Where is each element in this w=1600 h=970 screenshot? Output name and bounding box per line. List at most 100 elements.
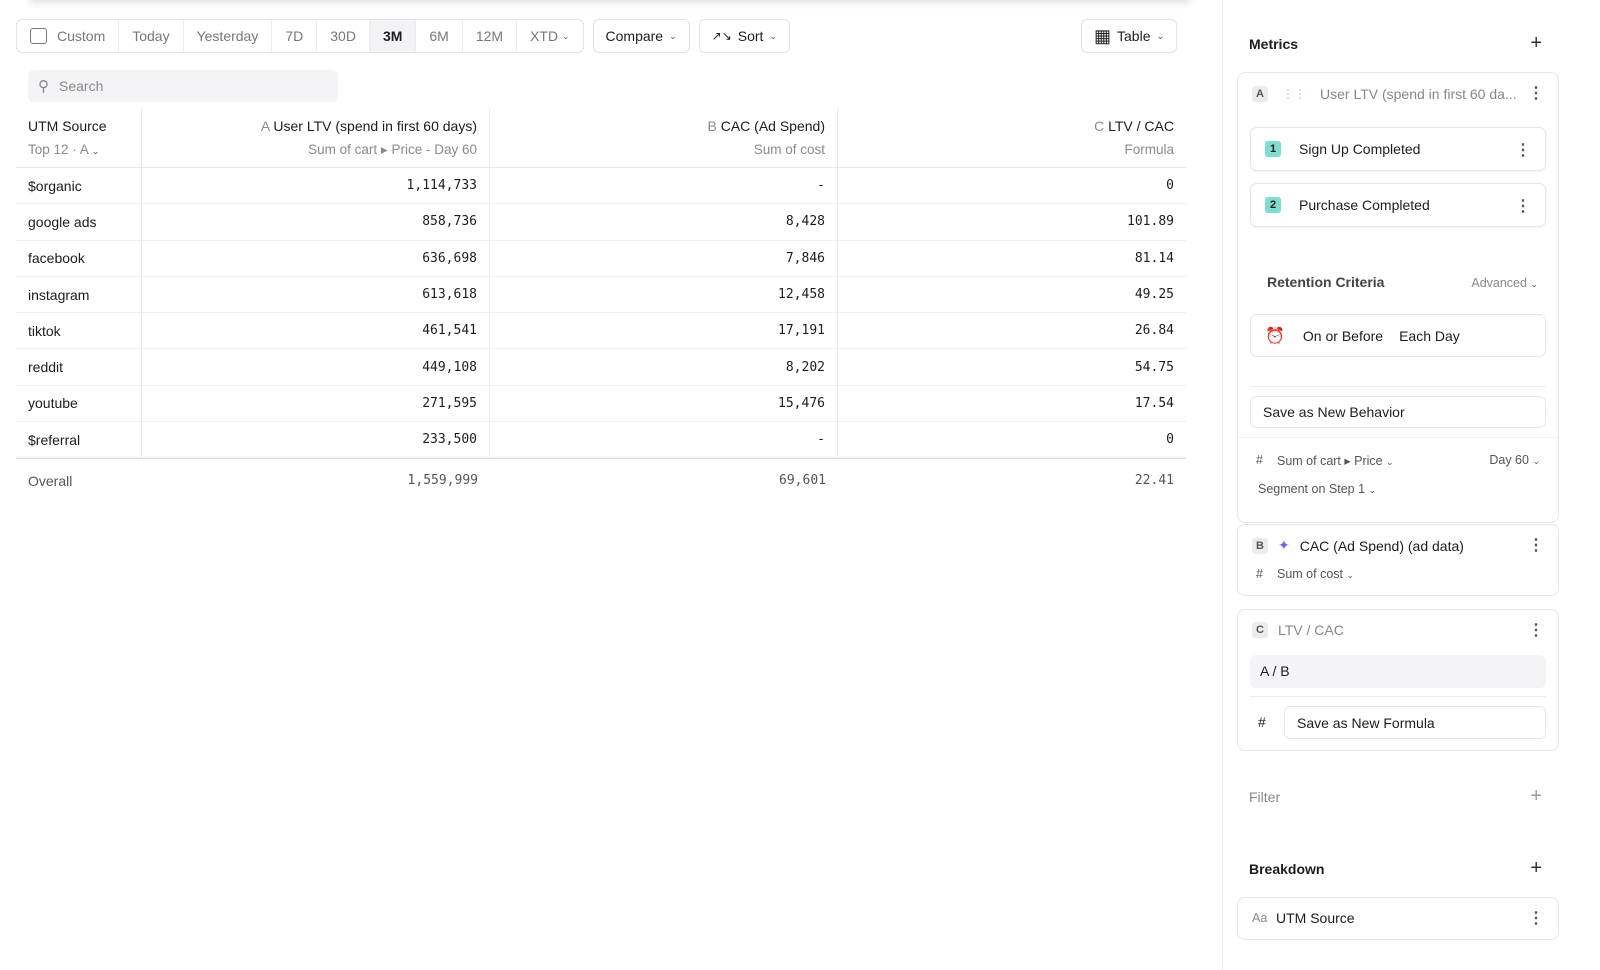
- query-builder-panel: Metrics + A ⋮ ⋮ User LTV (spend in first …: [1222, 0, 1600, 970]
- table-row[interactable]: tiktok 461,541 17,191 26.84: [16, 313, 1186, 350]
- value-cell: 0: [1166, 178, 1174, 194]
- value-cell: 271,595: [142, 385, 490, 422]
- value-cell: 636,698: [142, 240, 490, 276]
- value-cell: 101.89: [1127, 214, 1174, 230]
- metric-letter-badge: A: [1252, 86, 1268, 102]
- day-dropdown[interactable]: Day 60 ⌄: [1489, 453, 1540, 467]
- header-col-c[interactable]: C LTV / CAC Formula: [1094, 118, 1174, 157]
- breakdown-label: UTM Source: [1276, 910, 1355, 926]
- more-options-icon[interactable]: ⋮: [1528, 622, 1544, 639]
- range-today[interactable]: Today: [119, 20, 184, 52]
- metric-card-a: A ⋮ ⋮ User LTV (spend in first 60 da... ⋮…: [1237, 72, 1559, 523]
- range-30d[interactable]: 30D: [317, 20, 370, 52]
- range-custom[interactable]: Custom: [17, 20, 120, 52]
- value-cell: 1,114,733: [142, 168, 490, 204]
- value-cell: 233,500: [142, 422, 490, 458]
- value-cell: 54.75: [1134, 359, 1174, 375]
- formula-input[interactable]: A / B: [1250, 655, 1546, 688]
- metric-letter-badge: B: [1252, 537, 1268, 554]
- value-cell: 8,202: [490, 349, 838, 385]
- utm-source-cell: $referral: [16, 422, 142, 458]
- range-yesterday[interactable]: Yesterday: [184, 20, 273, 52]
- table-row[interactable]: google ads 858,736 8,428 101.89: [16, 204, 1186, 241]
- more-options-icon[interactable]: ⋮: [1515, 142, 1531, 159]
- filter-title: Filter: [1249, 789, 1281, 805]
- metric-card-b: B ✦ CAC (Ad Spend) (ad data) ⋮ # Sum of …: [1237, 524, 1559, 596]
- header-col-a[interactable]: A User LTV (spend in first 60 days) Sum o…: [142, 108, 490, 167]
- add-filter-button[interactable]: +: [1530, 785, 1542, 807]
- metric-title[interactable]: LTV / CAC: [1278, 622, 1344, 638]
- value-cell: 461,541: [142, 313, 490, 349]
- ad-click-icon: ✦: [1278, 537, 1290, 553]
- divider: [1238, 437, 1558, 438]
- value-cell: 17.54: [1134, 395, 1174, 411]
- step-1[interactable]: 1 Sign Up Completed ⋮: [1250, 127, 1546, 171]
- utm-source-cell: facebook: [16, 240, 142, 276]
- range-12m[interactable]: 12M: [463, 20, 518, 52]
- calendar-icon: [30, 28, 47, 44]
- utm-source-cell: tiktok: [16, 313, 142, 349]
- range-7d[interactable]: 7D: [272, 20, 318, 52]
- range-xtd[interactable]: XTD ⌄: [530, 28, 570, 44]
- table-grid-icon: ▦: [1094, 25, 1112, 46]
- table-row[interactable]: instagram 613,618 12,458 49.25: [16, 276, 1186, 314]
- metric-title[interactable]: CAC (Ad Spend) (ad data): [1299, 537, 1464, 554]
- header-col-b[interactable]: B CAC (Ad Spend) Sum of cost: [490, 108, 838, 167]
- more-options-icon[interactable]: ⋮: [1515, 198, 1531, 215]
- search-input[interactable]: ⚲ Search: [28, 70, 338, 102]
- range-6m[interactable]: 6M: [416, 20, 463, 52]
- metric-title[interactable]: User LTV (spend in first 60 da...: [1320, 86, 1517, 102]
- top-n-selector[interactable]: Top 12 · A ⌄: [28, 142, 100, 157]
- chevron-down-icon: ⌄: [1156, 30, 1165, 41]
- results-table: UTM Source Top 12 · A ⌄ A User LTV (spend…: [16, 108, 1186, 502]
- metrics-title: Metrics: [1249, 36, 1299, 52]
- header-utm-source: UTM Source Top 12 · A ⌄: [16, 108, 142, 167]
- breakdown-item[interactable]: Aa UTM Source ⋮: [1237, 897, 1559, 940]
- table-row[interactable]: youtube 271,595 15,476 17.54: [16, 385, 1186, 423]
- add-breakdown-button[interactable]: +: [1530, 857, 1542, 879]
- value-cell: 7,846: [490, 240, 838, 276]
- range-3m[interactable]: 3M: [369, 20, 417, 52]
- table-row[interactable]: reddit 449,108 8,202 54.75: [16, 349, 1186, 386]
- on-or-before-option[interactable]: On or Before: [1302, 327, 1384, 344]
- divider: [1250, 696, 1546, 697]
- chevron-down-icon: ⌄: [561, 30, 570, 41]
- search-icon: ⚲: [38, 78, 49, 95]
- table-row[interactable]: facebook 636,698 7,846 81.14: [16, 240, 1186, 277]
- more-options-icon[interactable]: ⋮: [1528, 910, 1544, 927]
- text-type-icon: Aa: [1252, 911, 1268, 925]
- alarm-clock-icon: ⏰: [1265, 327, 1285, 345]
- retention-criteria-label: Retention Criteria: [1267, 274, 1385, 290]
- hash-icon: #: [1256, 567, 1263, 581]
- more-options-icon[interactable]: ⋮: [1528, 85, 1544, 102]
- add-metric-button[interactable]: +: [1530, 32, 1542, 54]
- sort-icon: ↗↘: [711, 29, 732, 43]
- compare-button[interactable]: Compare ⌄: [592, 19, 690, 53]
- advanced-dropdown[interactable]: Advanced ⌄: [1471, 276, 1538, 290]
- view-type-button[interactable]: ▦ Table ⌄: [1081, 19, 1178, 53]
- value-cell: 0: [1166, 432, 1174, 448]
- toolbar: Custom Today Yesterday 7D 30D 3M 6M 12M …: [16, 19, 790, 53]
- save-as-new-behavior-button[interactable]: Save as New Behavior: [1250, 396, 1546, 428]
- table-row[interactable]: $referral 233,500- 0: [16, 422, 1186, 459]
- value-cell: 15,476: [490, 385, 838, 422]
- table-body: $organic 1,114,733-0 google ads 858,736 8,42…: [16, 168, 1186, 459]
- value-cell: 858,736: [142, 204, 490, 240]
- metric-card-c: C LTV / CAC ⋮ A / B # Save as New Formul…: [1237, 609, 1559, 751]
- value-cell: 613,618: [142, 276, 490, 313]
- table-row[interactable]: $organic 1,114,733- 0: [16, 168, 1186, 205]
- each-day-option[interactable]: Each Day: [1399, 327, 1460, 344]
- retention-criteria-selector[interactable]: ⏰ On or Before Each Day: [1250, 314, 1546, 357]
- more-options-icon[interactable]: ⋮: [1528, 537, 1544, 554]
- sort-button[interactable]: ↗↘ Sort ⌄: [698, 19, 790, 53]
- segment-dropdown[interactable]: Segment on Step 1 ⌄: [1258, 482, 1377, 496]
- aggregation-dropdown[interactable]: Sum of cost ⌄: [1277, 567, 1355, 581]
- step-2[interactable]: 2 Purchase Completed ⋮: [1250, 183, 1546, 227]
- aggregation-dropdown[interactable]: Sum of cart ▸ Price ⌄: [1277, 454, 1394, 468]
- hash-icon: #: [1258, 714, 1266, 730]
- value-cell: -: [490, 168, 838, 204]
- divider: [1250, 386, 1546, 387]
- date-range-selector: Custom Today Yesterday 7D 30D 3M 6M 12M …: [16, 19, 584, 53]
- save-as-new-formula-button[interactable]: Save as New Formula: [1284, 706, 1546, 739]
- table-header: UTM Source Top 12 · A ⌄ A User LTV (spend…: [16, 108, 1186, 168]
